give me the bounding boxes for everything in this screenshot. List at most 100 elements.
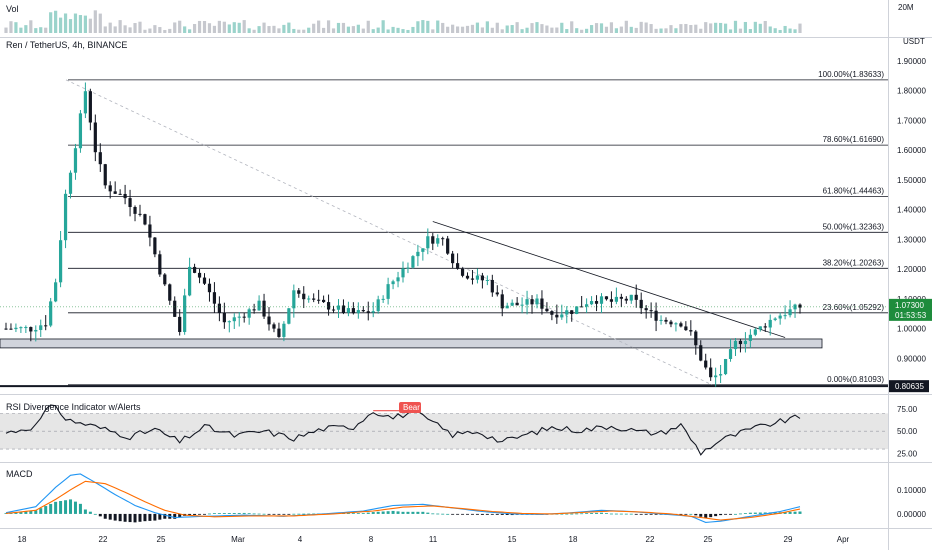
macd-histogram-bar	[19, 511, 23, 514]
volume-bar	[192, 23, 197, 33]
candle-body	[634, 294, 638, 300]
macd-histogram-bar	[679, 513, 683, 515]
candle-body	[436, 238, 440, 244]
candle-body	[29, 327, 33, 332]
rsi-axis-ticks: 75.00 50.00 25.00	[897, 405, 918, 459]
volume-bar	[202, 21, 207, 33]
candle-body	[480, 275, 484, 281]
volume-bar	[699, 28, 703, 33]
price-tick-label: 1.20000	[897, 265, 926, 274]
volume-bar	[207, 23, 212, 33]
candle-body	[510, 302, 514, 306]
macd-histogram-bar	[351, 513, 355, 514]
candle-body	[565, 310, 569, 315]
candle-body	[609, 299, 614, 302]
macd-histogram-bar	[138, 513, 142, 522]
fib-level-label: 38.20%(1.20263)	[823, 258, 885, 267]
macd-histogram-bar	[738, 513, 742, 515]
volume-bar	[530, 23, 534, 33]
macd-histogram-bar	[406, 511, 410, 514]
macd-histogram-bar	[252, 513, 256, 515]
candle-body	[585, 304, 589, 307]
macd-histogram-bar	[49, 503, 53, 514]
candle-body	[128, 198, 132, 208]
macd-tick-label: 0.10000	[897, 486, 926, 495]
candle-body	[168, 284, 172, 301]
macd-histogram-bar	[500, 513, 504, 515]
macd-histogram-bar	[624, 513, 628, 515]
volume-bar	[212, 25, 217, 33]
candle-body	[669, 321, 673, 325]
candle-body	[207, 283, 212, 293]
volume-bar	[267, 26, 271, 33]
volume-bar	[535, 22, 539, 33]
volume-bar	[307, 27, 311, 33]
macd-histogram-bar	[391, 510, 395, 514]
volume-bar	[515, 22, 519, 33]
candle-body	[446, 238, 450, 254]
candle-body	[659, 319, 663, 321]
rsi-bear-tag-text: Bear	[403, 403, 420, 412]
volume-bar	[322, 27, 326, 33]
candle-body	[98, 152, 102, 165]
currency-label: USDT	[903, 37, 925, 46]
candle-body	[798, 304, 802, 308]
volume-bar	[128, 27, 132, 33]
candle-body	[302, 293, 306, 300]
fib-level-label: 23.60%(1.05292)	[823, 303, 885, 312]
fib-level-label: 78.60%(1.61690)	[823, 135, 885, 144]
candle-body	[386, 284, 390, 299]
candle-body	[684, 326, 688, 331]
fib-level-label: 100.00%(1.83633)	[818, 70, 884, 79]
volume-bar	[585, 28, 589, 33]
candle-body	[351, 308, 355, 314]
volume-bar	[163, 29, 167, 33]
macd-histogram-bar	[426, 512, 430, 514]
macd-histogram-bar	[222, 513, 226, 514]
candle-body	[103, 164, 107, 186]
volume-bar	[798, 23, 802, 33]
macd-histogram-bar	[709, 513, 713, 518]
macd-histogram-bar	[466, 513, 470, 515]
candle-body	[649, 310, 653, 312]
macd-histogram-bar	[247, 513, 251, 515]
price-pane[interactable]: Ren / TetherUS, 4h, BINANCE USDT 100.00%…	[0, 37, 932, 393]
volume-bar	[93, 10, 97, 33]
volume-bar	[738, 28, 743, 33]
candle-body	[326, 302, 331, 310]
candle-body	[78, 113, 83, 149]
candle-body	[113, 191, 117, 194]
macd-histogram-bar	[371, 512, 375, 514]
candle-body	[421, 248, 425, 252]
candle-body	[24, 327, 28, 329]
macd-histogram-bar	[158, 513, 162, 520]
candle-body	[788, 309, 792, 316]
volume-bar	[599, 23, 604, 33]
candle-body	[272, 324, 276, 329]
candle-body	[88, 91, 92, 123]
candle-body	[694, 331, 698, 346]
macd-histogram-bar	[783, 512, 787, 514]
price-tick-label: 1.90000	[897, 57, 926, 66]
macd-histogram-bar	[758, 512, 762, 514]
candle-body	[738, 340, 743, 345]
macd-histogram-bar	[396, 511, 400, 514]
macd-histogram-bar	[788, 511, 792, 514]
candle-body	[599, 296, 604, 304]
candle-body	[451, 253, 455, 264]
candle-body	[783, 315, 787, 317]
volume-bar	[19, 27, 23, 33]
time-axis-label: 15	[508, 535, 517, 544]
support-zone	[0, 338, 888, 388]
candle-body	[361, 310, 365, 312]
macd-histogram-bar	[227, 513, 231, 514]
candle-body	[58, 240, 63, 283]
macd-histogram-bar	[163, 513, 167, 519]
macd-pane: MACD 0.10000 0.00000	[4, 469, 926, 523]
macd-histogram-bar	[560, 513, 564, 515]
macd-histogram-bar	[277, 513, 281, 515]
candle-body	[530, 299, 534, 305]
fib-level-label: 61.80%(1.44463)	[823, 186, 885, 195]
